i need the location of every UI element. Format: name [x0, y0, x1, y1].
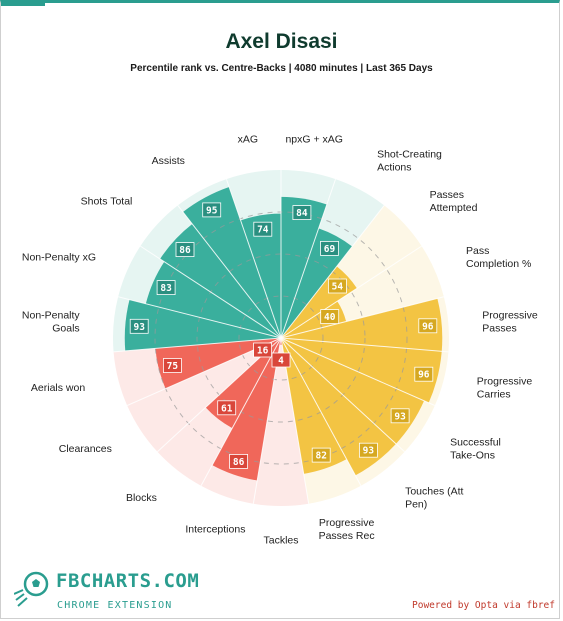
- bar-interceptions: [212, 338, 281, 481]
- spoke: [225, 178, 282, 339]
- fbcharts-logo[interactable]: FBCHARTS.COM CHROME EXTENSION: [14, 570, 199, 615]
- category-label-shot-creating-actions: Shot-Creating Actions: [377, 148, 442, 173]
- value-text-npxg-xag: 84: [296, 208, 308, 219]
- category-label-successful-take-ons: Successful Take-Ons: [450, 437, 501, 462]
- value-label-passes-attempted: 54: [327, 278, 347, 294]
- bar-progressive-passes: [281, 298, 443, 352]
- value-text-aerials-won: 75: [167, 361, 179, 372]
- value-text-pass-completion: 40: [324, 312, 336, 323]
- value-label-assists: 95: [202, 202, 222, 218]
- spoke: [280, 178, 337, 339]
- tab-accent: [1, 3, 45, 6]
- category-label-progressive-passes-rec: Progressive Passes Rec: [319, 517, 375, 542]
- data-credit: Powered by Opta via fbref: [412, 600, 555, 611]
- value-text-passes-attempted: 54: [332, 282, 344, 293]
- value-text-progressive-passes-rec: 82: [315, 451, 326, 462]
- spoke: [113, 337, 282, 353]
- value-text-successful-take-ons: 93: [394, 411, 406, 422]
- category-label-touches-att-pen: Touches (Att Pen): [405, 485, 463, 510]
- grid-circle-2: [196, 253, 366, 423]
- bar-progressive-passes-rec: [281, 338, 347, 474]
- value-label-xag: 74: [253, 221, 273, 237]
- value-label-non-penalty-goals: 93: [129, 318, 149, 334]
- spoke: [118, 296, 282, 339]
- spoke: [280, 205, 385, 339]
- background-wedge-clearances: [127, 338, 282, 452]
- spoke: [177, 205, 282, 339]
- category-label-progressive-carries: Progressive Carries: [477, 376, 533, 401]
- value-label-pass-completion: 40: [320, 309, 340, 325]
- value-text-assists: 95: [206, 205, 218, 216]
- logo-text: FBCHARTS.COM: [56, 570, 200, 592]
- value-text-interceptions: 86: [233, 457, 245, 468]
- category-label-non-penalty-xg: Non-Penalty xG: [22, 251, 96, 263]
- category-label-non-penalty-goals: Non-Penalty Goals: [22, 309, 81, 334]
- category-label-tackles: Tackles: [263, 535, 298, 547]
- category-label-aerials-won: Aerials won: [31, 382, 85, 394]
- spoke: [280, 296, 444, 339]
- value-label-touches-att-pen: 93: [358, 442, 378, 458]
- bar-successful-take-ons: [281, 338, 425, 444]
- bar-non-penalty-xg: [145, 261, 281, 338]
- bar-npxg-xag: [281, 196, 327, 338]
- spoke: [280, 337, 449, 353]
- value-label-tackles: 4: [271, 352, 291, 368]
- value-label-shot-creating-actions: 69: [320, 240, 339, 256]
- bar-touches-att-pen: [281, 338, 396, 476]
- category-label-assists: Assists: [152, 155, 185, 167]
- category-label-npxg-xag: npxG + xAG: [285, 133, 342, 145]
- category-label-pass-completion: Pass Completion %: [466, 245, 531, 270]
- value-text-xag: 74: [257, 225, 269, 236]
- category-label-clearances: Clearances: [59, 443, 112, 455]
- value-label-blocks: 61: [217, 400, 237, 416]
- grid-circle-1: [238, 295, 324, 381]
- value-label-progressive-passes: 96: [418, 318, 438, 334]
- spoke: [140, 245, 282, 339]
- value-label-progressive-carries: 96: [414, 366, 434, 382]
- value-text-progressive-carries: 96: [418, 370, 430, 381]
- bar-xag: [240, 213, 281, 338]
- value-label-non-penalty-xg: 83: [156, 280, 176, 296]
- value-text-non-penalty-goals: 93: [133, 322, 145, 333]
- soccer-ball-icon: [14, 571, 49, 607]
- logo-subtext: CHROME EXTENSION: [57, 600, 173, 611]
- bar-assists: [182, 187, 281, 338]
- category-label-shots-total: Shots Total: [81, 196, 133, 208]
- bar-progressive-carries: [281, 338, 442, 403]
- value-label-clearances: 16: [253, 342, 273, 358]
- value-text-non-penalty-xg: 83: [160, 283, 172, 294]
- value-labels: 84 69 54 40 96 96 93 93 82 4 86 61 16 75 93 83 86 95 74: [129, 202, 438, 469]
- spoke: [280, 337, 405, 453]
- value-text-shots-total: 86: [179, 245, 191, 256]
- value-text-progressive-passes: 96: [422, 321, 434, 332]
- value-text-clearances: 16: [257, 346, 269, 357]
- spoke: [280, 337, 436, 406]
- bar-non-penalty-goals: [124, 299, 281, 351]
- value-text-blocks: 61: [221, 403, 233, 414]
- bar-aerials-won: [155, 338, 281, 389]
- spoke: [280, 245, 422, 339]
- category-label-xag: xAG: [238, 133, 258, 145]
- value-label-interceptions: 86: [229, 453, 249, 469]
- chart-title: Axel Disasi: [225, 30, 338, 53]
- value-text-touches-att-pen: 93: [363, 446, 375, 457]
- value-label-progressive-passes-rec: 82: [311, 447, 331, 463]
- category-labels: npxG + xAG Shot-Creating Actions Passes Atte…: [22, 133, 538, 546]
- value-text-tackles: 4: [278, 356, 284, 367]
- value-label-shots-total: 86: [175, 242, 195, 258]
- category-label-interceptions: Interceptions: [185, 524, 245, 536]
- value-text-shot-creating-actions: 69: [324, 244, 336, 255]
- spoke: [200, 337, 282, 486]
- category-label-blocks: Blocks: [126, 492, 157, 504]
- category-label-passes-attempted: Passes Attempted: [430, 189, 478, 214]
- spoke: [280, 337, 362, 486]
- value-label-successful-take-ons: 93: [390, 408, 410, 424]
- category-label-progressive-passes: Progressive Passes: [482, 309, 538, 334]
- chart-subtitle: Percentile rank vs. Centre-Backs | 4080 …: [130, 63, 433, 74]
- value-label-aerials-won: 75: [162, 358, 182, 373]
- value-label-npxg-xag: 84: [292, 205, 312, 221]
